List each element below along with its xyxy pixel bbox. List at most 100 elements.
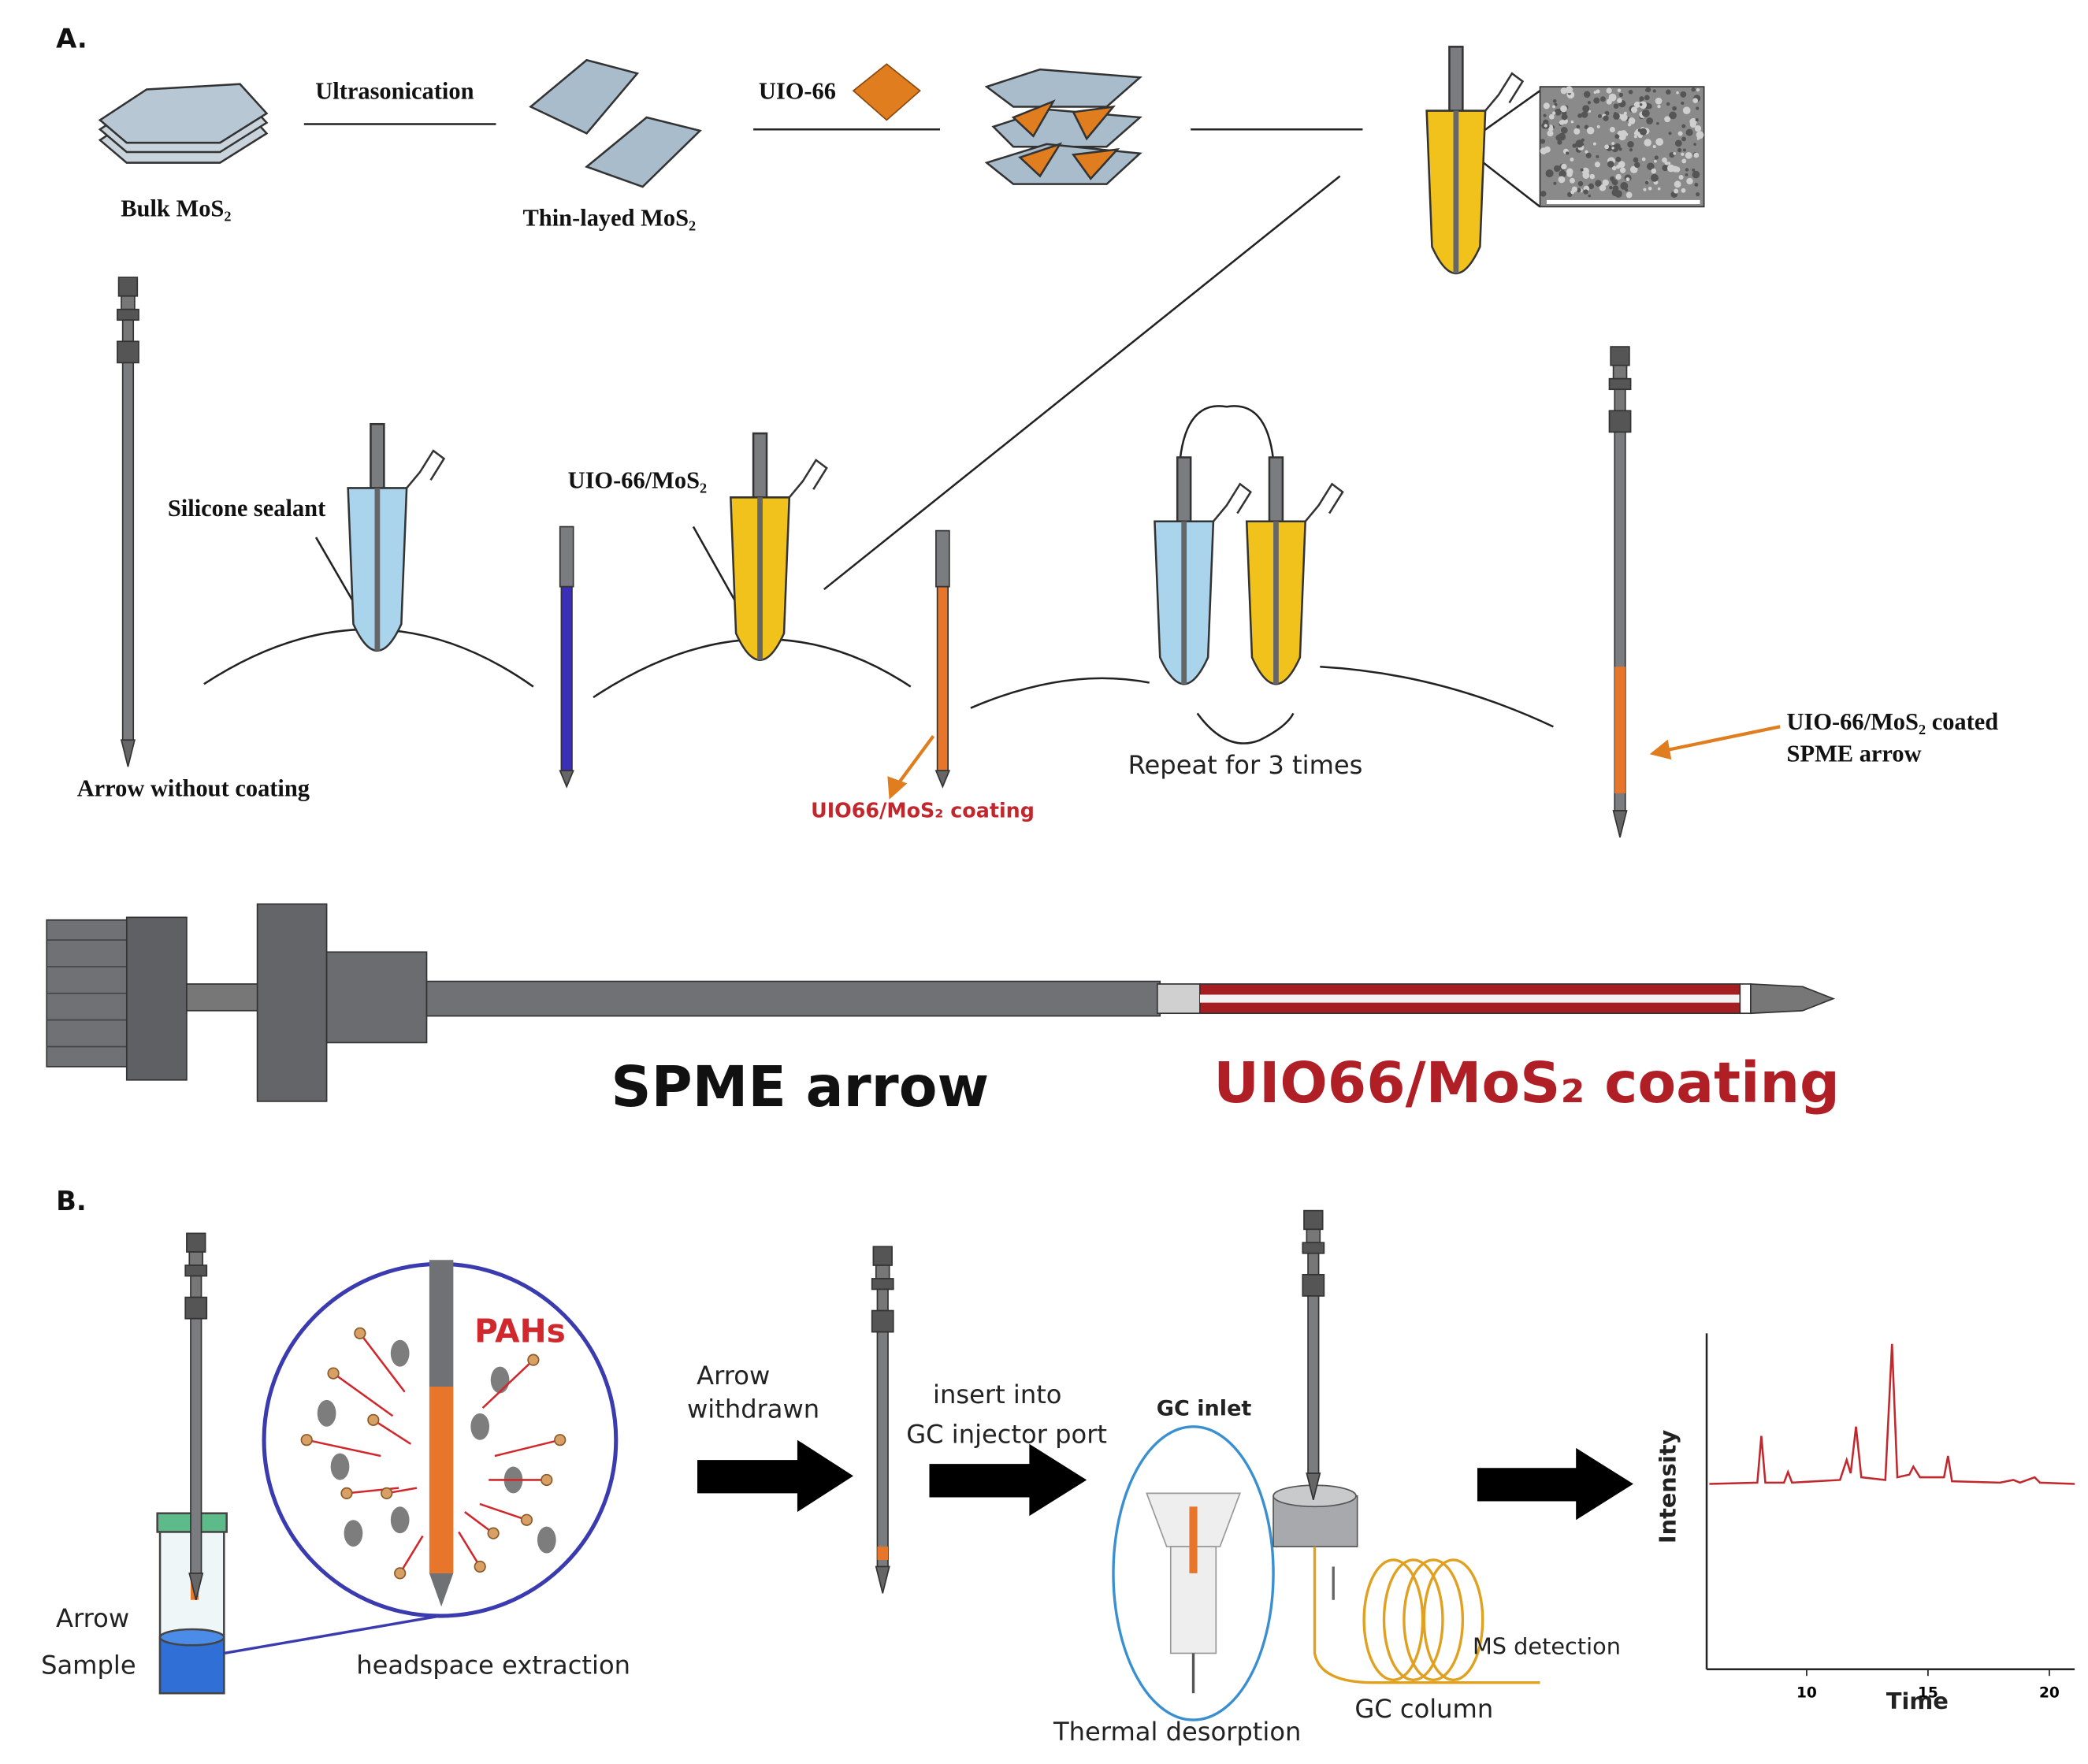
spme-arrow	[1302, 1209, 1325, 1501]
grain	[1641, 157, 1646, 162]
grain	[1666, 89, 1671, 95]
grain	[1592, 142, 1596, 146]
big-label: SPME arrow	[611, 1054, 989, 1120]
arrow-part	[1608, 410, 1632, 433]
spme-arrow-large	[46, 903, 1836, 1102]
spme-arrow-large-part	[186, 983, 261, 1012]
label: headspace extraction	[356, 1650, 630, 1680]
pah-molecule	[520, 1513, 533, 1526]
pah-molecule	[327, 1367, 340, 1380]
grain	[1664, 116, 1671, 123]
spme-arrow-large-part	[46, 939, 130, 1048]
arrow-shaft	[1176, 456, 1192, 525]
grain	[1555, 134, 1562, 142]
step-label: Ultrasonication	[315, 78, 474, 105]
grain	[1545, 169, 1554, 178]
grain	[1694, 125, 1702, 132]
grain	[1677, 147, 1682, 153]
flow-arrows-part	[1477, 1447, 1633, 1521]
grain	[1576, 188, 1581, 193]
grain	[1633, 157, 1639, 163]
grain	[1643, 188, 1647, 191]
chromatogram-trace	[1709, 1343, 2075, 1485]
label: withdrawn	[687, 1394, 819, 1424]
grain	[1644, 95, 1650, 101]
inlet-detail	[1146, 1492, 1241, 1694]
tube-cap	[406, 449, 446, 489]
arrow-part	[1614, 388, 1626, 412]
grain	[1696, 192, 1700, 197]
grain	[1669, 111, 1677, 120]
arrow-tip	[120, 739, 136, 767]
step-label: UIO-66	[759, 78, 836, 105]
grain	[1595, 180, 1602, 187]
grain	[1630, 106, 1638, 113]
orange-pointers-part	[887, 776, 908, 800]
grain	[1668, 132, 1672, 136]
arrow-part	[190, 1275, 202, 1298]
grain	[1691, 87, 1696, 92]
grain	[1554, 165, 1561, 173]
x-tick-label: 15	[1918, 1685, 1938, 1702]
label: UIO-66/MoS₂	[568, 467, 708, 494]
grain	[1696, 88, 1700, 92]
arrow-part	[188, 1251, 204, 1266]
grain	[1597, 113, 1602, 118]
thin-sheets	[529, 58, 702, 188]
arrow-part	[1302, 1274, 1325, 1297]
grain	[1615, 173, 1622, 180]
grain	[1596, 124, 1600, 128]
composite-part	[1072, 105, 1116, 141]
grain	[1586, 127, 1595, 135]
grain	[1681, 188, 1686, 193]
grain	[1609, 185, 1613, 190]
bulk-mos2-part	[98, 83, 269, 144]
arrow-part	[875, 1265, 890, 1279]
zoom-link	[224, 1614, 440, 1655]
grain	[1634, 162, 1640, 169]
arrow-part	[117, 308, 139, 321]
matrix-particle	[537, 1526, 556, 1554]
grain	[1560, 105, 1567, 113]
grain	[1560, 87, 1568, 95]
grain	[1566, 86, 1573, 94]
grain	[1678, 174, 1684, 180]
label: Silicone sealant	[168, 495, 325, 522]
thin-sheets-part	[529, 58, 640, 135]
arrow-part	[1612, 364, 1628, 380]
grain	[1682, 106, 1691, 115]
grain	[1674, 188, 1679, 194]
spme-arrow	[1608, 346, 1632, 838]
coating	[1614, 667, 1625, 793]
arrow-shaft	[1268, 456, 1284, 525]
grain	[1673, 152, 1676, 155]
adsorption-arrow	[494, 1439, 561, 1458]
arrow-shaft	[1448, 46, 1464, 115]
tube-cap	[1304, 482, 1344, 522]
grain	[1603, 115, 1609, 121]
material-label: Bulk MoS₂	[121, 195, 231, 221]
zoom-content-part	[429, 1387, 454, 1573]
arrow-part	[1306, 1228, 1321, 1244]
grain	[1654, 159, 1657, 163]
grain	[1606, 87, 1612, 94]
tube	[1425, 46, 1525, 274]
arrow-part	[184, 1296, 208, 1320]
grain	[1552, 99, 1557, 103]
grain	[1674, 139, 1682, 147]
arrow-part	[121, 319, 135, 343]
pah-molecule	[394, 1567, 407, 1580]
labels: A. Ultrasonication UIO-66 Bulk MoS₂ Thin…	[41, 23, 1998, 1747]
pah-molecule	[340, 1487, 353, 1499]
grain	[1611, 142, 1615, 145]
axis-label: Time	[1886, 1688, 1949, 1714]
tube	[1245, 456, 1344, 685]
matrix-particle	[470, 1413, 490, 1440]
connector-lines-part	[1320, 665, 1554, 728]
axis-label: Intensity	[1655, 1429, 1681, 1543]
composite-part	[984, 68, 1142, 108]
grain	[1644, 139, 1651, 147]
grain	[1540, 191, 1547, 197]
matrix-particle	[390, 1506, 410, 1534]
zoom-content	[429, 1260, 454, 1607]
